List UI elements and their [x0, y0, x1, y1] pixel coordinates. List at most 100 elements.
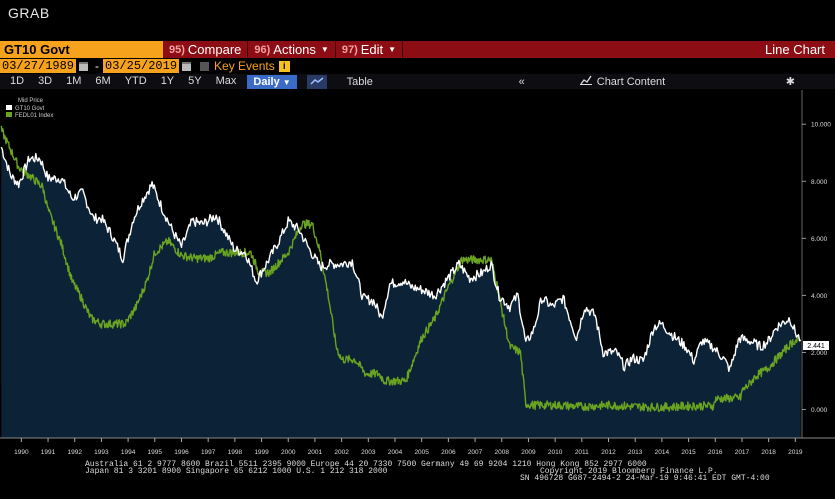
period-max[interactable]: Max [215, 75, 237, 87]
date-range-bar: 03/27/1989 - 03/25/2019 Key Events i [0, 58, 835, 74]
footer-session-info: SN 496728 G687-2494-2 24-Mar-19 9:46:41 … [520, 474, 770, 483]
edit-label: Edit [360, 42, 384, 57]
period-1m[interactable]: 1M [66, 75, 82, 87]
actions-label: Actions [273, 42, 316, 57]
x-tick-label: 2008 [495, 449, 510, 456]
x-tick-label: 1991 [41, 449, 56, 456]
x-tick-label: 2014 [655, 449, 670, 456]
function-toolbar: GT10 Govt 95) Compare 96) Actions ▼ 97) … [0, 41, 835, 58]
legend: Mid Price GT10 Govt FEDL01 Index [6, 98, 53, 119]
y-tick-label: 10.000 [811, 122, 831, 129]
gear-icon[interactable]: ✱ [785, 76, 795, 88]
line-chart[interactable]: Mid Price GT10 Govt FEDL01 Index 10.000 8… [0, 90, 835, 460]
legend-swatch-fedl [6, 112, 12, 117]
edit-number: 97) [341, 43, 358, 56]
x-tick-label: 2009 [521, 449, 536, 456]
start-date-field[interactable]: 03/27/1989 [0, 59, 77, 73]
y-tick-label: 4.000 [811, 293, 828, 300]
series-line-gt10 [0, 146, 802, 372]
x-tick-label: 1998 [228, 449, 243, 456]
last-value-marker: 2.441 [803, 341, 829, 350]
x-tick-label: 2010 [548, 449, 563, 456]
calendar-icon[interactable] [182, 61, 192, 71]
x-tick-label: 2004 [388, 449, 403, 456]
period-3d[interactable]: 3D [38, 75, 53, 87]
y-tick-label: 2.000 [811, 350, 828, 357]
info-icon[interactable]: i [278, 60, 290, 72]
chart-content-icon [579, 75, 592, 88]
x-tick-label: 2005 [414, 449, 429, 456]
legend-swatch-gt10 [6, 105, 12, 110]
chevron-down-icon: ▼ [282, 77, 291, 87]
period-ytd[interactable]: YTD [124, 75, 147, 87]
x-tick-label: 2012 [601, 449, 616, 456]
x-tick-label: 1993 [94, 449, 109, 456]
x-tick-label: 1992 [67, 449, 82, 456]
x-tick-label: 2002 [334, 449, 349, 456]
footer: Australia 61 2 9777 8600 Brazil 5511 239… [0, 460, 835, 499]
actions-button[interactable]: 96) Actions ▼ [248, 41, 336, 58]
footer-phone-line1: Australia 61 2 9777 8600 Brazil 5511 239… [85, 460, 647, 469]
x-tick-label: 2015 [681, 449, 696, 456]
x-tick-label: 2007 [468, 449, 483, 456]
legend-label-fedl: FEDL01 Index [15, 113, 53, 119]
footer-copyright: Copyright 2019 Bloomberg Finance L.P. [540, 467, 718, 476]
period-5y[interactable]: 5Y [188, 75, 202, 87]
x-tick-label: 2000 [281, 449, 296, 456]
legend-label-gt10: GT10 Govt [15, 106, 45, 112]
chart-area[interactable]: Mid Price GT10 Govt FEDL01 Index 10.000 8… [0, 90, 835, 460]
actions-number: 96) [254, 43, 271, 56]
chevron-down-icon: ▼ [320, 45, 329, 54]
key-events-label[interactable]: Key Events [214, 59, 275, 73]
x-tick-label: 2019 [788, 449, 803, 456]
y-tick-label: 8.000 [811, 179, 828, 186]
x-tick-label: 1999 [254, 449, 269, 456]
y-axis: 10.000 8.000 6.000 4.000 2.000 0.000 [801, 90, 831, 438]
x-tick-label: 2017 [735, 449, 750, 456]
calendar-icon[interactable] [79, 61, 89, 71]
chart-type-label[interactable]: Line Chart [765, 42, 825, 57]
x-tick-label: 2013 [628, 449, 643, 456]
collapse-icon[interactable]: « [518, 75, 525, 88]
x-axis: 1990 1991 1992 1993 1994 1995 1996 1997 1998 1999… [0, 437, 835, 456]
series-lines [0, 125, 802, 413]
window-title: GRAB [8, 5, 50, 21]
x-tick-label: 2001 [308, 449, 323, 456]
x-tick-label: 2011 [575, 449, 589, 456]
x-tick-label: 1994 [121, 449, 136, 456]
period-bar: 1D 3D 1M 6M YTD 1Y 5Y Max Daily ▼ Table «… [0, 74, 835, 89]
x-tick-label: 1995 [148, 449, 163, 456]
table-button[interactable]: Table [346, 75, 373, 88]
edit-button[interactable]: 97) Edit ▼ [336, 41, 404, 58]
legend-title: Mid Price [18, 98, 44, 104]
period-6m[interactable]: 6M [95, 75, 111, 87]
x-tick-label: 1997 [201, 449, 216, 456]
x-tick-label: 1990 [14, 449, 29, 456]
compare-label: Compare [187, 42, 242, 57]
chart-content-label: Chart Content [596, 75, 666, 88]
ticker-field[interactable]: GT10 Govt [0, 41, 163, 58]
last-value-box [803, 341, 829, 350]
key-events-checkbox[interactable] [200, 61, 210, 71]
x-tick-label: 2003 [361, 449, 376, 456]
compare-number: 95) [169, 43, 185, 56]
gt10-area-fill [1, 147, 801, 438]
date-separator: - [95, 59, 100, 73]
last-value-label: 2.441 [807, 343, 825, 350]
frequency-label: Daily [253, 75, 280, 88]
x-tick-label: 1996 [174, 449, 189, 456]
y-tick-label: 6.000 [811, 236, 828, 243]
x-tick-label: 2016 [708, 449, 723, 456]
y-tick-label: 0.000 [811, 407, 828, 414]
line-chart-icon[interactable] [306, 74, 327, 89]
chevron-down-icon: ▼ [388, 45, 397, 54]
period-1d[interactable]: 1D [10, 75, 25, 87]
end-date-field[interactable]: 03/25/2019 [103, 59, 180, 73]
footer-phone-line2: Japan 81 3 3201 8900 Singapore 65 6212 1… [85, 467, 388, 476]
x-tick-label: 2006 [441, 449, 456, 456]
chart-content-button[interactable]: Chart Content [579, 75, 666, 88]
series-line-fedl01 [0, 125, 802, 413]
frequency-dropdown[interactable]: Daily ▼ [247, 74, 297, 89]
compare-button[interactable]: 95) Compare [163, 41, 249, 58]
period-1y[interactable]: 1Y [160, 75, 175, 87]
